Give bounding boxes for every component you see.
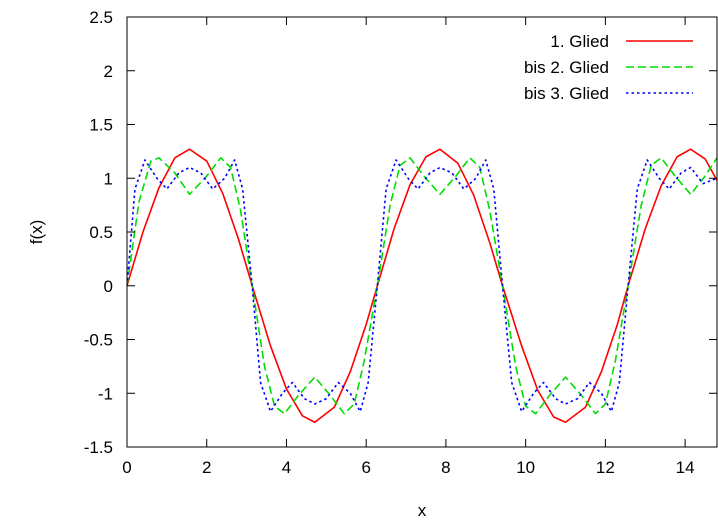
y-axis-label: f(x) <box>27 220 46 245</box>
y-tick-label: 0.5 <box>89 223 113 242</box>
y-tick-label: 1.5 <box>89 116 113 135</box>
x-tick-label: 6 <box>361 458 370 477</box>
series-line-2 <box>127 157 717 415</box>
x-tick-label: 14 <box>676 458 695 477</box>
y-tick-label: 0 <box>104 277 113 296</box>
legend-label: bis 2. Glied <box>524 58 609 77</box>
x-tick-label: 2 <box>202 458 211 477</box>
x-tick-label: 8 <box>441 458 450 477</box>
legend-label: 1. Glied <box>550 32 609 51</box>
x-tick-label: 4 <box>282 458 291 477</box>
x-axis-label: x <box>418 501 427 520</box>
series-line-1 <box>127 148 717 424</box>
y-tick-label: 1 <box>104 169 113 188</box>
legend: 1. Glied bis 2. Glied bis 3. Glied <box>524 32 693 103</box>
x-tick-label: 12 <box>596 458 615 477</box>
y-tick-label: -1.5 <box>84 438 113 457</box>
legend-label: bis 3. Glied <box>524 84 609 103</box>
y-tick-label: -0.5 <box>84 331 113 350</box>
x-tick-label: 0 <box>122 458 131 477</box>
x-tick-label: 10 <box>516 458 535 477</box>
ticks-layer: 0 2 4 6 8 10 12 14 -1.5 -1 -0.5 0 0.5 1 1.5 2 2.5 <box>84 8 717 477</box>
y-tick-label: 2 <box>104 62 113 81</box>
series-layer <box>127 148 717 424</box>
y-tick-label: -1 <box>98 384 113 403</box>
y-tick-label: 2.5 <box>89 8 113 27</box>
series-line-3 <box>127 159 717 413</box>
